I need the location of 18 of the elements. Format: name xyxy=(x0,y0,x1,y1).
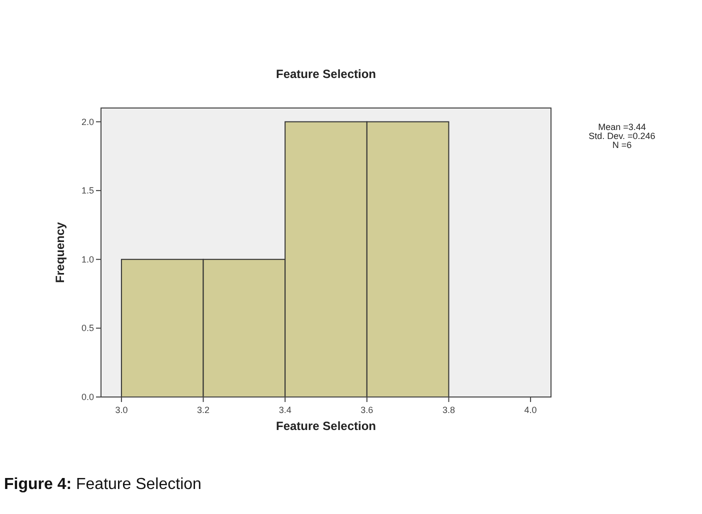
y-axis-title: Frequency xyxy=(53,222,67,283)
x-tick-label: 4.0 xyxy=(524,405,537,415)
x-axis-title: Feature Selection xyxy=(276,419,376,433)
x-tick-label: 3.6 xyxy=(360,405,374,415)
text: Std. Dev. =0.246 xyxy=(588,131,656,141)
y-tick-label: 1.5 xyxy=(81,186,94,196)
text: N =6 xyxy=(612,140,632,150)
y-tick-label: 0.0 xyxy=(81,392,94,402)
chart-title: Feature Selection xyxy=(276,67,376,81)
caption: Figure 4: Feature Selection xyxy=(4,476,202,493)
y-tick-label: 2.0 xyxy=(81,116,94,127)
y-tick-label: 0.5 xyxy=(81,323,94,334)
x-tick-label: 3.4 xyxy=(278,405,292,415)
x-tick-label: 3.0 xyxy=(115,405,128,415)
x-tick-label: 3.8 xyxy=(442,405,455,415)
text: Mean =3.44 xyxy=(598,122,646,132)
y-tick-label: 1.0 xyxy=(81,254,94,264)
x-tick-label: 3.2 xyxy=(197,405,210,415)
